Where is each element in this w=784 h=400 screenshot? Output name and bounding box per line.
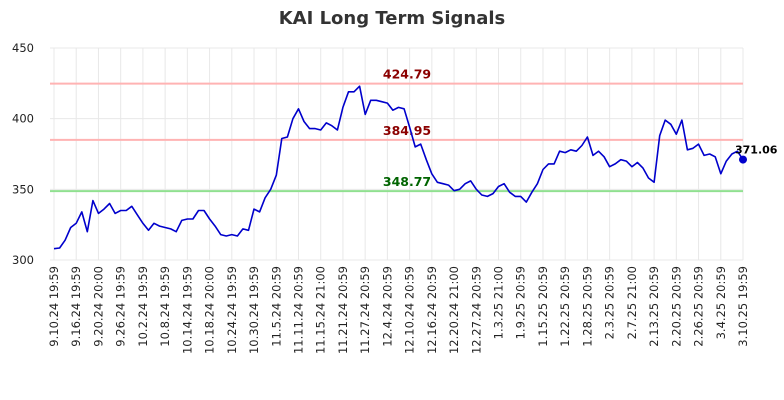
x-tick-label: 11.11.24 20:59 (291, 266, 305, 354)
y-tick-label: 450 (12, 41, 34, 55)
x-tick-label: 12.16.24 20:59 (425, 266, 439, 354)
x-tick-label: 12.4.24 20:59 (380, 266, 394, 347)
x-tick-label: 10.30.24 19:59 (247, 266, 261, 354)
x-tick-label: 12.10.24 20:59 (403, 266, 417, 354)
last-value-label: 371.06 (735, 144, 778, 157)
x-tick-label: 11.21.24 20:59 (336, 266, 350, 354)
price-series-line (53, 85, 744, 250)
y-tick-label: 300 (12, 253, 34, 267)
x-tick-label: 2.13.25 20:59 (647, 266, 661, 347)
x-tick-label: 2.7.25 21:00 (625, 266, 639, 339)
x-tick-label: 2.20.25 20:59 (669, 266, 683, 347)
x-tick-label: 10.24.24 19:59 (225, 266, 239, 354)
x-tick-label: 2.3.25 20:59 (603, 266, 617, 339)
x-tick-label: 10.18.24 20:00 (203, 266, 217, 354)
x-tick-label: 10.2.24 19:59 (136, 266, 150, 347)
x-tick-label: 9.20.24 20:00 (91, 266, 105, 347)
x-tick-label: 1.9.25 20:59 (514, 266, 528, 339)
x-tick-label: 1.22.25 20:59 (558, 266, 572, 347)
x-tick-label: 1.3.25 21:00 (492, 266, 506, 339)
reference-line-label: 384.95 (383, 123, 431, 138)
x-tick-label: 12.27.24 20:59 (469, 266, 483, 354)
x-tick-label: 9.10.24 19:59 (47, 266, 61, 347)
x-tick-label: 9.26.24 19:59 (114, 266, 128, 347)
x-tick-label: 3.4.25 20:59 (714, 266, 728, 339)
y-tick-label: 400 (12, 112, 34, 126)
x-tick-label: 11.27.24 20:59 (358, 266, 372, 354)
x-tick-label: 9.16.24 19:59 (69, 266, 83, 347)
x-tick-label: 11.5.24 20:59 (269, 266, 283, 347)
x-tick-label: 2.26.25 20:59 (692, 266, 706, 347)
last-value-marker (739, 155, 747, 164)
x-tick-label: 12.20.24 21:00 (447, 266, 461, 354)
y-tick-label: 350 (12, 182, 34, 196)
reference-line-label: 424.79 (383, 67, 431, 82)
x-tick-label: 1.28.25 20:59 (580, 266, 594, 347)
x-tick-label: 1.15.25 20:59 (536, 266, 550, 347)
chart-title: KAI Long Term Signals (278, 8, 506, 29)
x-tick-label: 3.10.25 19:59 (736, 266, 750, 347)
x-tick-label: 10.14.24 19:59 (180, 266, 194, 354)
x-tick-label: 11.15.24 21:00 (314, 266, 328, 354)
x-tick-label: 10.8.24 19:59 (158, 266, 172, 347)
reference-line-label: 348.77 (383, 174, 431, 189)
